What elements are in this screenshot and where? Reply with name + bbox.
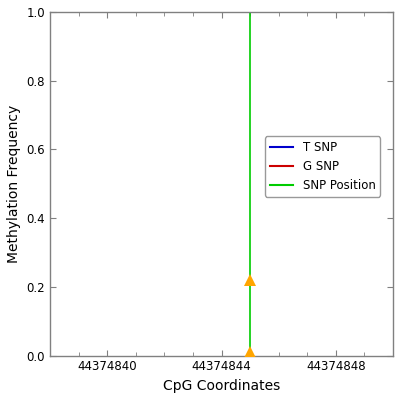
Y-axis label: Methylation Frequency: Methylation Frequency xyxy=(7,105,21,263)
Legend: T SNP, G SNP, SNP Position: T SNP, G SNP, SNP Position xyxy=(265,136,380,197)
X-axis label: CpG Coordinates: CpG Coordinates xyxy=(163,379,280,393)
